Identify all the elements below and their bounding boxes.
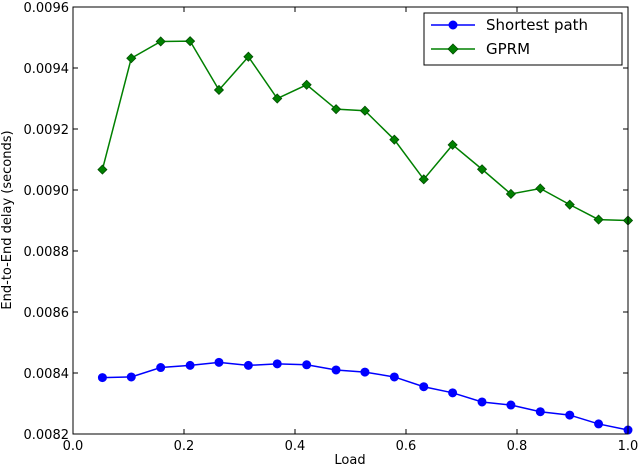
data-point-gprm bbox=[155, 36, 166, 47]
legend-marker-shortest-path bbox=[448, 20, 458, 30]
data-point-gprm bbox=[213, 84, 225, 96]
x-axis-label: Load bbox=[334, 453, 365, 467]
data-point-shortest-path bbox=[272, 359, 282, 369]
series-shortest-path bbox=[97, 357, 633, 435]
data-point-shortest-path bbox=[302, 360, 312, 370]
legend: Shortest path GPRM bbox=[423, 12, 623, 66]
data-point-gprm bbox=[126, 53, 137, 64]
data-point-shortest-path bbox=[156, 363, 166, 373]
data-point-gprm bbox=[535, 183, 546, 194]
data-point-shortest-path bbox=[565, 410, 575, 420]
x-tick-label: 1.0 bbox=[618, 439, 639, 454]
y-tick-label: 0.0094 bbox=[24, 62, 70, 77]
data-point-gprm bbox=[331, 104, 342, 115]
legend-box bbox=[423, 12, 623, 66]
data-point-shortest-path bbox=[419, 382, 429, 392]
y-tick-label: 0.0084 bbox=[24, 367, 70, 382]
y-tick-label: 0.0092 bbox=[24, 123, 70, 138]
data-point-shortest-path bbox=[126, 372, 136, 382]
data-point-shortest-path bbox=[477, 397, 487, 407]
data-point-shortest-path bbox=[535, 407, 545, 417]
data-point-gprm bbox=[447, 139, 458, 150]
data-point-gprm bbox=[593, 214, 604, 225]
data-point-shortest-path bbox=[97, 373, 107, 383]
x-tick-label: 0.0 bbox=[63, 439, 84, 454]
data-point-shortest-path bbox=[506, 400, 516, 410]
data-point-gprm bbox=[97, 164, 108, 175]
x-tick-label: 0.6 bbox=[396, 439, 417, 454]
data-point-gprm bbox=[359, 105, 370, 116]
x-tick-label: 0.4 bbox=[285, 439, 306, 454]
ticks-layer: 0.0 0.2 0.4 0.6 0.8 1.0 0.0082 0.0084 0.0086 0.00… bbox=[24, 1, 639, 454]
x-tick-label: 0.2 bbox=[174, 439, 195, 454]
data-point-shortest-path bbox=[389, 372, 399, 382]
data-point-gprm bbox=[272, 93, 283, 104]
data-point-gprm bbox=[389, 134, 400, 145]
y-axis-label: End-to-End delay (seconds) bbox=[0, 130, 15, 309]
legend-label-gprm: GPRM bbox=[486, 40, 530, 58]
series-gprm bbox=[97, 36, 634, 226]
series-layer bbox=[97, 36, 634, 435]
data-point-gprm bbox=[564, 199, 575, 210]
y-tick-label: 0.0082 bbox=[24, 428, 70, 443]
data-point-shortest-path bbox=[331, 365, 341, 375]
data-point-shortest-path bbox=[448, 388, 458, 398]
data-point-shortest-path bbox=[594, 419, 604, 429]
x-tick-label: 0.8 bbox=[507, 439, 528, 454]
data-point-gprm bbox=[243, 51, 254, 62]
y-tick-label: 0.0090 bbox=[24, 184, 70, 199]
legend-label-shortest-path: Shortest path bbox=[486, 16, 588, 34]
y-tick-label: 0.0096 bbox=[24, 1, 70, 16]
data-point-gprm bbox=[301, 79, 312, 90]
data-point-shortest-path bbox=[243, 360, 253, 370]
y-tick-label: 0.0088 bbox=[24, 245, 70, 260]
data-point-gprm bbox=[185, 36, 196, 47]
series-line-gprm bbox=[101, 40, 629, 222]
legend-marker-gprm bbox=[447, 43, 459, 55]
data-point-shortest-path bbox=[214, 357, 224, 367]
data-point-gprm bbox=[418, 174, 429, 185]
data-point-gprm bbox=[505, 188, 516, 200]
data-point-gprm bbox=[476, 164, 488, 175]
data-point-shortest-path bbox=[360, 367, 370, 377]
plot-frame bbox=[72, 6, 629, 435]
data-point-shortest-path bbox=[185, 360, 195, 370]
y-tick-label: 0.0086 bbox=[24, 306, 70, 321]
